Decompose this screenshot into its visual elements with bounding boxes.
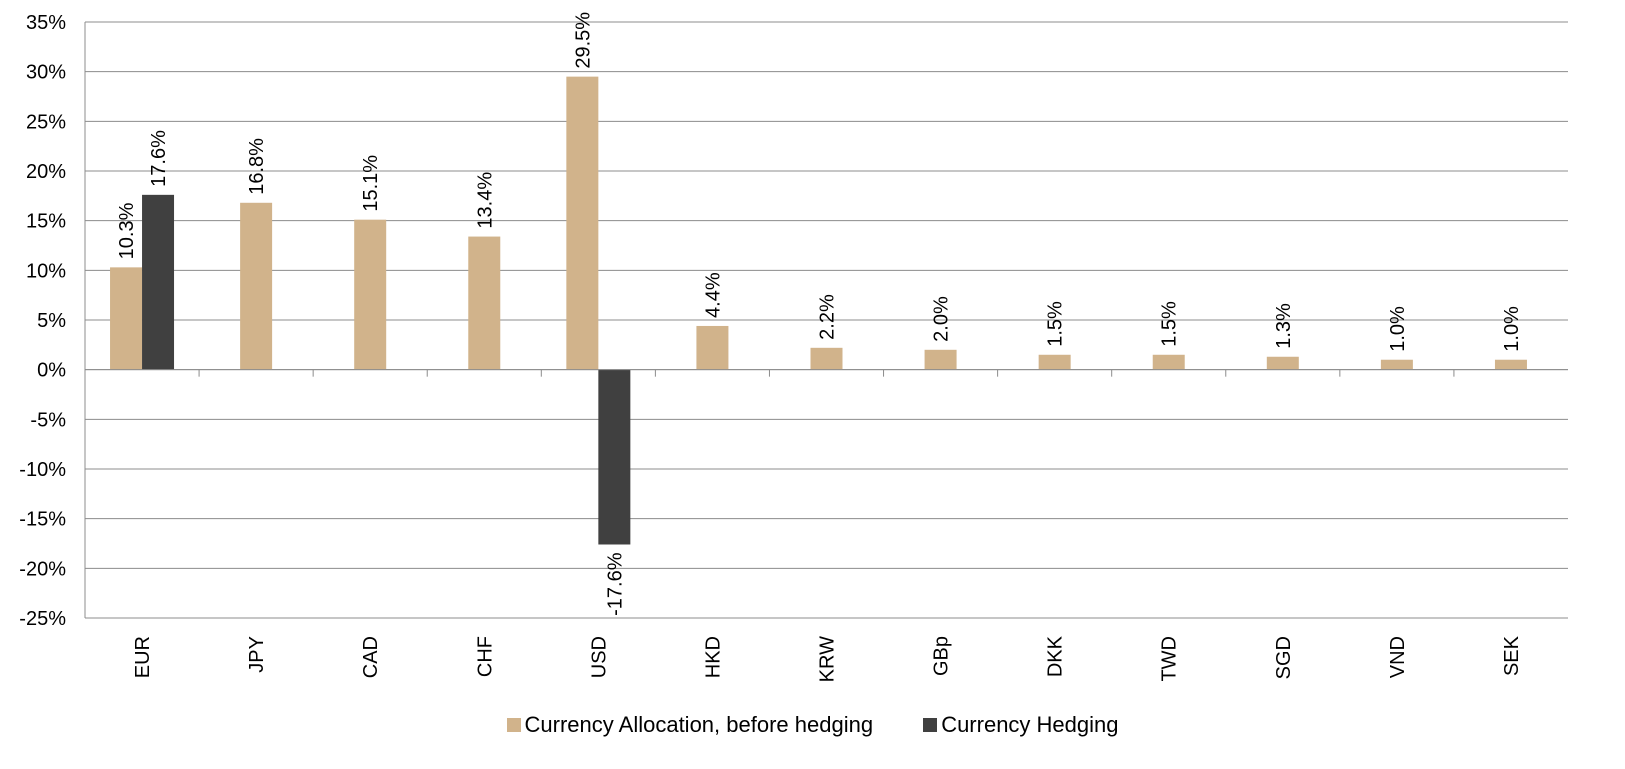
- x-category-label: SEK: [1501, 635, 1523, 676]
- data-label-allocation: 1.5%: [1045, 301, 1067, 347]
- data-label-allocation: 15.1%: [360, 155, 382, 212]
- data-label-allocation: 29.5%: [572, 12, 594, 69]
- bar-hedging: [142, 194, 175, 370]
- bar-allocation: [110, 267, 143, 370]
- x-category-label: GBp: [931, 636, 953, 676]
- data-label-allocation: 1.5%: [1159, 301, 1181, 347]
- data-label-hedging: -17.6%: [604, 552, 626, 616]
- bar-allocation: [468, 236, 501, 370]
- legend-label-allocation: Currency Allocation, before hedging: [524, 712, 874, 737]
- y-tick-label: 20%: [26, 161, 66, 183]
- bar-hedging: [598, 369, 631, 545]
- data-label-allocation: 4.4%: [702, 272, 724, 318]
- y-tick-label: -10%: [19, 459, 66, 481]
- x-category-label: CAD: [360, 636, 382, 678]
- x-category-label: TWD: [1159, 636, 1181, 682]
- x-category-label: VND: [1387, 636, 1409, 678]
- legend-swatch-hedging: [923, 718, 938, 732]
- y-tick-label: 35%: [26, 12, 66, 34]
- x-category-label: HKD: [702, 636, 724, 678]
- currency-bar-chart: 35% 30% 25% 20% 15% 10% 5% 0% -5% -10% -15% -20% -25…: [19, 12, 1568, 682]
- bar-allocation: [354, 219, 387, 370]
- data-label-allocation: 1.0%: [1501, 306, 1523, 352]
- y-tick-label: -20%: [19, 558, 66, 580]
- x-category-label: KRW: [817, 636, 839, 682]
- y-tick-label: 25%: [26, 111, 66, 133]
- data-label-hedging: 17.6%: [148, 130, 170, 187]
- bar-allocation: [1494, 359, 1527, 370]
- y-tick-label: 10%: [26, 260, 66, 282]
- data-label-allocation: 2.2%: [817, 294, 839, 340]
- legend-label-hedging: Currency Hedging: [941, 712, 1119, 737]
- bar-allocation: [1038, 354, 1071, 370]
- x-category-label: DKK: [1045, 635, 1067, 677]
- x-category-label: JPY: [246, 636, 268, 673]
- chart-legend: Currency Allocation, before hedging Curr…: [0, 712, 1625, 738]
- y-tick-label: -15%: [19, 509, 66, 531]
- x-category-label: EUR: [132, 636, 154, 678]
- x-category-label: SGD: [1273, 636, 1295, 679]
- data-label-allocation: 2.0%: [931, 296, 953, 342]
- y-tick-label: 0%: [37, 360, 66, 382]
- bar-allocation: [240, 202, 273, 370]
- data-label-allocation: 13.4%: [474, 172, 496, 229]
- x-category-label: CHF: [474, 636, 496, 677]
- bar-allocation: [696, 325, 729, 370]
- bar-allocation: [810, 347, 843, 370]
- y-tick-label: 30%: [26, 62, 66, 84]
- data-label-allocation: 10.3%: [116, 202, 138, 259]
- bar-allocation: [1266, 356, 1299, 370]
- y-tick-label: 15%: [26, 211, 66, 233]
- x-category-label: USD: [588, 636, 610, 678]
- y-tick-label: 5%: [37, 310, 66, 332]
- bar-allocation: [924, 349, 957, 370]
- y-tick-label: -25%: [19, 608, 66, 630]
- data-label-allocation: 1.0%: [1387, 306, 1409, 352]
- y-tick-label: -5%: [30, 409, 66, 431]
- data-label-allocation: 1.3%: [1273, 303, 1295, 349]
- bar-allocation: [1152, 354, 1185, 370]
- bar-allocation: [1380, 359, 1413, 370]
- legend-item-hedging: Currency Hedging: [923, 712, 1119, 738]
- legend-item-allocation: Currency Allocation, before hedging: [506, 712, 874, 738]
- data-label-allocation: 16.8%: [246, 138, 268, 195]
- bar-allocation: [566, 76, 599, 370]
- legend-swatch-allocation: [506, 718, 521, 732]
